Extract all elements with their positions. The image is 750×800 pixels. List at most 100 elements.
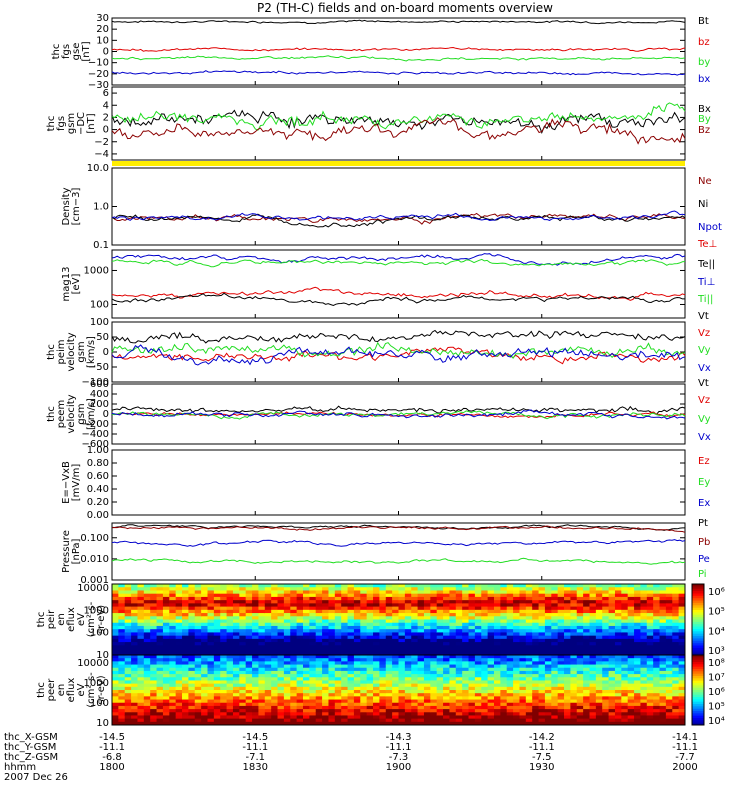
spectrogram-cell (118, 696, 126, 701)
spectrogram-cell (201, 705, 208, 710)
spectrogram-cell (156, 616, 164, 620)
spectrogram-cell (570, 619, 578, 624)
spectrogram-cell (143, 705, 151, 710)
spectrogram-cell (474, 667, 482, 672)
spectrogram-cell (500, 635, 508, 640)
spectrogram-cell (296, 606, 304, 611)
spectrogram-cell (589, 664, 597, 669)
spectrogram-cell (213, 715, 221, 720)
spectrogram-cell (614, 686, 622, 691)
spectrogram-cell (360, 667, 368, 672)
spectrogram-cell (583, 613, 590, 617)
spectrogram-cell (532, 638, 540, 643)
spectrogram-cell (137, 603, 145, 608)
spectrogram-cell (646, 718, 654, 723)
spectrogram-cell (353, 609, 361, 614)
spectrogram-cell (182, 606, 189, 611)
spectrogram-cell (169, 584, 177, 588)
spectrogram-cell (551, 642, 559, 646)
spectrogram-cell (398, 629, 406, 633)
spectrogram-cell (322, 600, 329, 604)
spectrogram-cell (640, 667, 648, 672)
spectrogram-cell (366, 690, 374, 694)
spectrogram-cell (283, 613, 291, 617)
spectrogram-cell (353, 674, 361, 678)
spectrogram-cell (328, 603, 336, 608)
spectrogram-cell (239, 616, 247, 620)
spectrogram-cell (283, 603, 291, 608)
spectrogram-cell (474, 693, 482, 697)
spectrogram-cell (239, 596, 247, 601)
spectrogram-cell (487, 613, 495, 617)
spectrogram-cell (162, 606, 170, 611)
y-tick-label: 0 (103, 409, 109, 420)
spectrogram-cell (443, 616, 450, 620)
spectrogram-cell (583, 635, 590, 640)
spectrogram-cell (506, 715, 514, 720)
spectrogram-cell (194, 632, 202, 637)
spectrogram-cell (156, 696, 164, 701)
y-tick-label: −2 (94, 137, 109, 148)
spectrogram-cell (672, 664, 680, 669)
spectrogram-cell (544, 705, 552, 710)
spectrogram-cell (551, 645, 559, 650)
spectrogram-cell (162, 632, 170, 637)
spectrogram-cell (646, 670, 654, 675)
spectrogram-cell (544, 603, 552, 608)
spectrogram-cell (487, 648, 495, 653)
spectrogram-cell (665, 642, 673, 646)
spectrogram-cell (640, 645, 648, 650)
spectrogram-cell (213, 690, 221, 694)
spectrogram-cell (665, 613, 673, 617)
spectrogram-cell (309, 622, 317, 627)
spectrogram-cell (322, 651, 329, 656)
legend-Te⊥: Te⊥ (697, 239, 717, 250)
spectrogram-cell (621, 648, 629, 653)
spectrogram-cell (538, 635, 546, 640)
spectrogram-cell (589, 712, 597, 716)
spectrogram-cell (226, 584, 234, 588)
spectrogram-cell (188, 584, 196, 588)
spectrogram-cell (379, 667, 387, 672)
spectrogram-cell (595, 613, 603, 617)
spectrogram-cell (500, 625, 508, 630)
spectrogram-cell (589, 702, 597, 707)
spectrogram-cell (182, 584, 189, 588)
spectrogram-cell (659, 645, 667, 650)
spectrogram-cell (252, 712, 259, 716)
y-tick-label: 50 (96, 332, 109, 343)
spectrogram-cell (557, 661, 565, 666)
spectrogram-cell (538, 622, 546, 627)
spectrogram-cell (322, 642, 329, 646)
spectrogram-cell (621, 705, 629, 710)
spectrogram-cell (494, 670, 501, 675)
spectrogram-cell (328, 702, 336, 707)
spectrogram-cell (411, 702, 419, 707)
spectrogram-cell (595, 709, 603, 713)
spectrogram-cell (462, 677, 470, 681)
spectrogram-cell (143, 638, 151, 643)
spectrogram-cell (188, 590, 196, 595)
spectrogram-cell (341, 709, 349, 713)
spectrogram-cell (570, 606, 578, 611)
spectrogram-cell (271, 670, 279, 675)
spectrogram-cell (398, 632, 406, 637)
y-axis-label-line: gse (71, 43, 82, 61)
spectrogram-cell (423, 661, 431, 666)
spectrogram-cell (621, 603, 629, 608)
panel-frame (111, 522, 686, 581)
spectrogram-cell (659, 696, 667, 701)
spectrogram-cell (570, 651, 578, 656)
spectrogram-cell (449, 705, 457, 710)
spectrogram-cell (296, 702, 304, 707)
spectrogram-cell (112, 683, 119, 688)
spectrogram-cell (678, 670, 686, 675)
spectrogram-cell (315, 642, 323, 646)
spectrogram-cell (621, 622, 629, 627)
spectrogram-cell (634, 655, 641, 659)
spectrogram-cell (423, 616, 431, 620)
spectrogram-cell (385, 696, 393, 701)
spectrogram-cell (398, 600, 406, 604)
spectrogram-cell (239, 702, 247, 707)
spectrogram-cell (201, 721, 208, 726)
